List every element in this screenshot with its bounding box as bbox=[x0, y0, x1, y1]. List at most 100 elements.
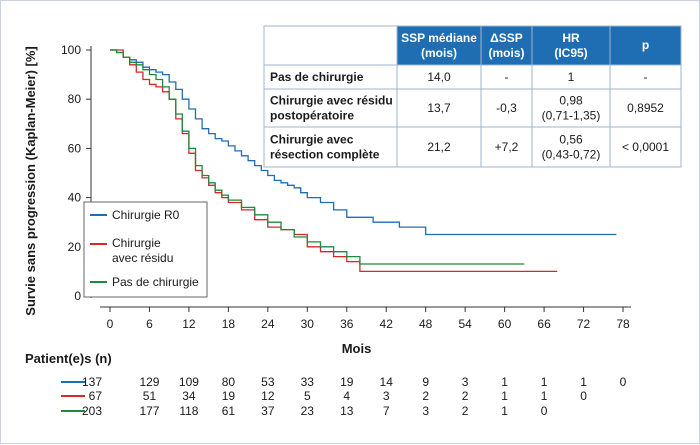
at-risk-value: 177 bbox=[139, 404, 159, 418]
at-risk-value: 129 bbox=[139, 375, 159, 389]
table-cell-line: 1 bbox=[568, 70, 575, 84]
at-risk-value: 137 bbox=[82, 375, 102, 389]
at-risk-value: 53 bbox=[261, 375, 275, 389]
km-curve-1 bbox=[110, 49, 617, 236]
table-row-label-line: postopératoire bbox=[270, 109, 354, 123]
table-header-cell-line: SSP médiane bbox=[401, 31, 477, 45]
at-risk-value: 9 bbox=[422, 375, 429, 389]
table-cell: - bbox=[505, 70, 509, 84]
at-risk-table: Patient(e)s (n)137 129 109 80 53 33 19 14 9 3 1 1 1 0… bbox=[25, 351, 627, 418]
at-risk-value: 3 bbox=[383, 389, 390, 403]
at-risk-value: 33 bbox=[301, 375, 315, 389]
x-axis-title: Mois bbox=[342, 341, 372, 356]
at-risk-value: 23 bbox=[301, 404, 315, 418]
table-cell-line: (0,43-0,72) bbox=[542, 148, 601, 162]
table-cell-line: (0,71-1,35) bbox=[542, 109, 601, 123]
table-header-cell: ΔSSP (mois) bbox=[489, 31, 525, 60]
at-risk-value: 19 bbox=[222, 389, 236, 403]
table-header-cell-line: ΔSSP bbox=[490, 31, 523, 45]
km-curve-3 bbox=[110, 49, 525, 265]
table-cell: < 0,0001 bbox=[622, 140, 669, 154]
table-cell-line: 21,2 bbox=[427, 140, 451, 154]
legend-label-3: Pas de chirurgie bbox=[112, 275, 199, 289]
at-risk-value: 3 bbox=[422, 404, 429, 418]
at-risk-value: 34 bbox=[182, 389, 196, 403]
at-risk-value: 109 bbox=[179, 375, 199, 389]
table-header-line: HR bbox=[562, 31, 580, 45]
table-header-line: (IC95) bbox=[554, 46, 587, 60]
table-cell: -0,3 bbox=[496, 101, 517, 115]
table-cell-line: -0,3 bbox=[496, 101, 517, 115]
table-cell: 21,2 bbox=[427, 140, 451, 154]
y-tick-label: 80 bbox=[68, 92, 82, 106]
x-tick-label: 54 bbox=[458, 317, 472, 331]
at-risk-title: Patient(e)s (n) bbox=[25, 351, 112, 366]
legend-label-2-line: Chirurgie bbox=[112, 236, 161, 250]
at-risk-value: 5 bbox=[304, 389, 311, 403]
curves bbox=[110, 49, 617, 273]
at-risk-value: 1 bbox=[541, 389, 548, 403]
y-tick-label: 0 bbox=[74, 289, 81, 303]
at-risk-value: 2 bbox=[462, 389, 469, 403]
at-risk-value: 0 bbox=[580, 389, 587, 403]
table-cell: - bbox=[644, 70, 648, 84]
table-header-cell: p bbox=[642, 38, 649, 52]
x-tick-label: 66 bbox=[537, 317, 551, 331]
table-cell-line: +7,2 bbox=[495, 140, 519, 154]
at-risk-value: 203 bbox=[82, 404, 102, 418]
table-cell-line: 0,98 bbox=[559, 94, 583, 108]
table-header-bg bbox=[397, 26, 681, 65]
x-tick-label: 24 bbox=[261, 317, 275, 331]
at-risk-value: 14 bbox=[380, 375, 394, 389]
x-tick-label: 60 bbox=[498, 317, 512, 331]
x-tick-label: 78 bbox=[616, 317, 630, 331]
x-tick-label: 72 bbox=[577, 317, 591, 331]
at-risk-value: 1 bbox=[580, 375, 587, 389]
y-axis-title: Survie sans progression (Kaplan-Meier) [… bbox=[23, 46, 38, 315]
legend-label-1-line: Chirurgie R0 bbox=[112, 208, 180, 222]
table-cell: 0,8952 bbox=[627, 101, 664, 115]
table-cell: 1 bbox=[568, 70, 575, 84]
x-tick-label: 36 bbox=[340, 317, 354, 331]
x-tick-label: 48 bbox=[419, 317, 433, 331]
at-risk-value: 61 bbox=[222, 404, 236, 418]
x-tick-label: 12 bbox=[182, 317, 196, 331]
legend-label-1: Chirurgie R0 bbox=[112, 208, 180, 222]
legend-label-2-line: avec résidu bbox=[112, 251, 173, 265]
axes: 0 20 40 60 80 100 0 6 12 18 24 30 36 42 48 54 60 66 72 78 Mo… bbox=[23, 43, 631, 356]
at-risk-value: 1 bbox=[541, 375, 548, 389]
x-tick-label: 18 bbox=[222, 317, 236, 331]
table-row-label-line: Pas de chirurgie bbox=[270, 70, 364, 84]
table-row-label: Pas de chirurgie bbox=[270, 70, 364, 84]
table-header-cell-line: (mois) bbox=[489, 46, 525, 60]
y-tick-label: 20 bbox=[68, 240, 82, 254]
table-header-cell-line: p bbox=[642, 38, 649, 52]
at-risk-value: 12 bbox=[261, 389, 275, 403]
at-risk-value: 13 bbox=[340, 404, 354, 418]
table-cell: 13,7 bbox=[427, 101, 451, 115]
x-tick-label: 0 bbox=[107, 317, 114, 331]
stats-table: SSP médiane (mois)ΔSSP (mois)HR (IC95)pPas … bbox=[263, 25, 682, 168]
at-risk-value: 2 bbox=[422, 389, 429, 403]
table-cell-line: 14,0 bbox=[427, 70, 451, 84]
at-risk-value: 80 bbox=[222, 375, 236, 389]
legend-label-3-line: Pas de chirurgie bbox=[112, 275, 199, 289]
table-header-cell: SSP médiane (mois) bbox=[401, 31, 477, 60]
at-risk-value: 37 bbox=[261, 404, 275, 418]
table-cell-line: 13,7 bbox=[427, 101, 451, 115]
at-risk-value: 1 bbox=[501, 389, 508, 403]
at-risk-value: 1 bbox=[501, 404, 508, 418]
at-risk-value: 0 bbox=[620, 375, 627, 389]
table-cell: +7,2 bbox=[495, 140, 519, 154]
legend: Chirurgie R0 Chirurgie avec résidu Pas de c… bbox=[83, 201, 208, 298]
table-cell-line: 0,56 bbox=[559, 133, 583, 147]
table-row-label: Chirurgie avec résection complète bbox=[270, 133, 380, 162]
x-tick-label: 42 bbox=[380, 317, 394, 331]
table-header-cell: HR (IC95) bbox=[554, 31, 587, 60]
at-risk-value: 7 bbox=[383, 404, 390, 418]
table-header-cell-line: (mois) bbox=[421, 46, 457, 60]
at-risk-value: 1 bbox=[501, 375, 508, 389]
at-risk-value: 19 bbox=[340, 375, 354, 389]
table-border bbox=[263, 25, 682, 168]
